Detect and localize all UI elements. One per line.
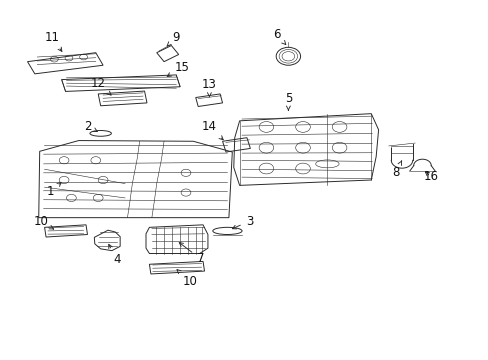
- Text: 1: 1: [46, 183, 61, 198]
- Text: 8: 8: [391, 161, 401, 179]
- Text: 5: 5: [284, 92, 291, 111]
- Text: 2: 2: [83, 120, 97, 133]
- Text: 14: 14: [202, 121, 223, 140]
- Text: 12: 12: [91, 77, 111, 95]
- Text: 13: 13: [202, 78, 216, 97]
- Text: 11: 11: [44, 31, 62, 51]
- Text: 10: 10: [177, 270, 197, 288]
- Text: 3: 3: [232, 215, 253, 229]
- Text: 15: 15: [167, 60, 189, 76]
- Text: 16: 16: [423, 170, 437, 183]
- Text: 6: 6: [272, 28, 285, 45]
- Text: 10: 10: [33, 215, 54, 229]
- Text: 4: 4: [108, 244, 120, 266]
- Text: 7: 7: [179, 243, 204, 265]
- Text: 9: 9: [167, 31, 180, 46]
